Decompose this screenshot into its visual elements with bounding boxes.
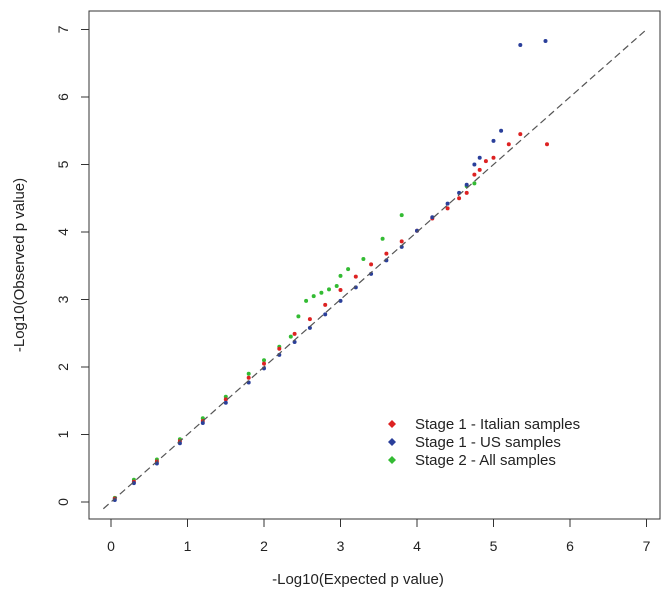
point-series-0-9 — [292, 331, 297, 336]
point-series-2-12 — [311, 294, 316, 299]
point-series-2-15 — [334, 284, 339, 288]
point-series-1-19 — [445, 201, 450, 206]
point-series-1-26 — [518, 43, 523, 47]
x-tick-label-2: 2 — [260, 538, 268, 554]
legend-marker-2 — [388, 456, 396, 464]
point-series-0-26 — [506, 142, 511, 147]
point-series-0-6 — [246, 375, 251, 380]
point-series-0-22 — [472, 172, 477, 177]
legend-label-1: Stage 1 - US samples — [415, 434, 561, 451]
point-series-1-12 — [338, 298, 343, 303]
point-series-2-16 — [338, 273, 343, 278]
point-series-0-12 — [338, 288, 343, 292]
point-series-2-11 — [304, 298, 309, 303]
point-series-2-20 — [399, 213, 404, 218]
y-tick-label-5: 5 — [55, 160, 71, 168]
point-series-0-16 — [399, 239, 404, 244]
x-tick-label-1: 1 — [184, 538, 192, 554]
point-series-1-10 — [307, 325, 312, 330]
y-axis: 0 1 2 3 4 5 6 7 — [55, 25, 89, 506]
point-series-0-28 — [545, 142, 549, 147]
y-tick-label-2: 2 — [55, 363, 71, 371]
point-series-1-25 — [499, 128, 504, 133]
y-tick-label-0: 0 — [55, 498, 71, 506]
point-series-0-5 — [223, 397, 228, 402]
legend-marker-0 — [388, 420, 396, 428]
point-series-0-15 — [384, 251, 389, 256]
point-series-2-17 — [346, 267, 351, 272]
y-axis-label: -Log10(Observed p value) — [11, 178, 28, 352]
x-tick-label-6: 6 — [566, 538, 574, 554]
point-series-0-25 — [491, 155, 496, 160]
point-series-2-22 — [472, 181, 477, 186]
point-series-1-22 — [472, 162, 477, 167]
point-series-1-24 — [491, 138, 496, 143]
point-series-2-19 — [380, 236, 385, 241]
y-tick-label-6: 6 — [55, 93, 71, 101]
x-axis: 0 1 2 3 4 5 6 7 — [107, 519, 651, 554]
point-series-0-19 — [445, 206, 450, 211]
point-series-0-7 — [262, 361, 266, 366]
x-tick-label-7: 7 — [643, 538, 651, 554]
point-series-1-23 — [477, 155, 482, 160]
point-series-0-13 — [353, 274, 358, 279]
point-series-0-24 — [483, 159, 488, 164]
x-tick-label-3: 3 — [337, 538, 345, 554]
point-series-1-27 — [543, 39, 548, 43]
point-series-1-11 — [323, 312, 328, 317]
point-series-0-10 — [307, 317, 312, 322]
points-layer — [112, 39, 549, 502]
point-series-1-21 — [464, 182, 469, 187]
point-series-2-18 — [361, 257, 366, 261]
x-tick-label-0: 0 — [107, 538, 115, 554]
point-series-1-4 — [200, 421, 205, 425]
legend-label-0: Stage 1 - Italian samples — [415, 416, 580, 433]
y-tick-label-1: 1 — [55, 430, 71, 438]
point-series-0-27 — [518, 132, 523, 137]
point-series-0-11 — [323, 302, 328, 307]
legend-marker-1 — [388, 438, 396, 446]
point-series-1-18 — [430, 215, 435, 220]
plot-frame — [88, 10, 661, 520]
legend-label-2: Stage 2 - All samples — [415, 452, 556, 469]
point-series-0-20 — [457, 196, 462, 201]
point-series-0-8 — [277, 346, 282, 351]
point-series-2-7 — [262, 358, 266, 363]
point-series-2-10 — [296, 314, 301, 319]
point-series-2-9 — [288, 334, 293, 339]
x-tick-label-5: 5 — [490, 538, 498, 554]
point-series-2-13 — [319, 290, 324, 295]
y-tick-label-4: 4 — [55, 228, 71, 236]
point-series-1-5 — [223, 400, 228, 405]
y-tick-label-3: 3 — [55, 295, 71, 303]
point-series-0-23 — [477, 167, 482, 172]
point-series-0-14 — [369, 262, 374, 267]
x-tick-label-4: 4 — [413, 538, 421, 554]
point-series-2-6 — [246, 371, 251, 376]
point-series-0-21 — [464, 190, 469, 195]
y-tick-label-7: 7 — [55, 25, 71, 33]
x-axis-label: -Log10(Expected p value) — [272, 571, 444, 588]
point-series-2-14 — [327, 287, 331, 292]
